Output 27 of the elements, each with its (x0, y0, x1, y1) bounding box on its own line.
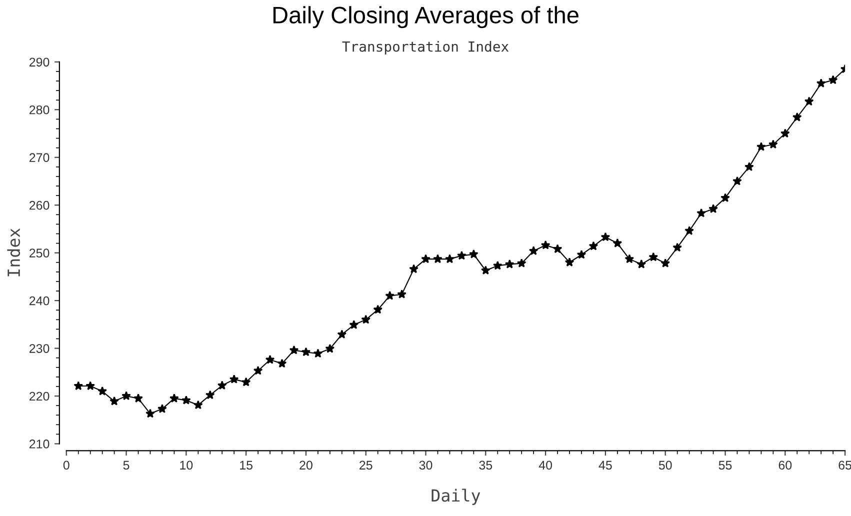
x-tick-label: 30 (419, 460, 432, 470)
x-tick-label: 35 (479, 460, 492, 470)
x-tick-label: 20 (300, 460, 312, 470)
chart-subtitle: Transportation Index (342, 41, 509, 54)
x-tick-label: 55 (718, 460, 732, 470)
x-tick-label: 15 (240, 460, 252, 470)
y-tick-label: 240 (29, 296, 50, 306)
x-axis-title: Daily (432, 488, 480, 505)
x-tick-label: 0 (63, 460, 70, 470)
x-tick-label: 10 (180, 460, 193, 470)
y-tick-label: 250 (29, 248, 50, 258)
chart-title: Daily Closing Averages of the (273, 6, 578, 28)
x-tick-label: 45 (598, 460, 612, 470)
x-tick-label: 25 (360, 460, 372, 470)
y-tick-label: 210 (29, 440, 50, 448)
y-tick-label: 270 (29, 153, 50, 162)
x-tick-label: 40 (538, 460, 552, 470)
y-tick-label: 290 (29, 58, 50, 67)
x-tick-label: 65 (838, 460, 851, 470)
y-tick-label: 230 (29, 344, 50, 353)
x-tick-label: 50 (658, 460, 672, 470)
x-tick-label: 60 (778, 460, 792, 470)
y-tick-label: 280 (29, 105, 50, 114)
y-axis-title: Index (7, 228, 20, 276)
x-tick-label: 5 (123, 460, 130, 470)
y-tick-label: 220 (29, 392, 50, 401)
y-tick-label: 260 (29, 200, 50, 210)
